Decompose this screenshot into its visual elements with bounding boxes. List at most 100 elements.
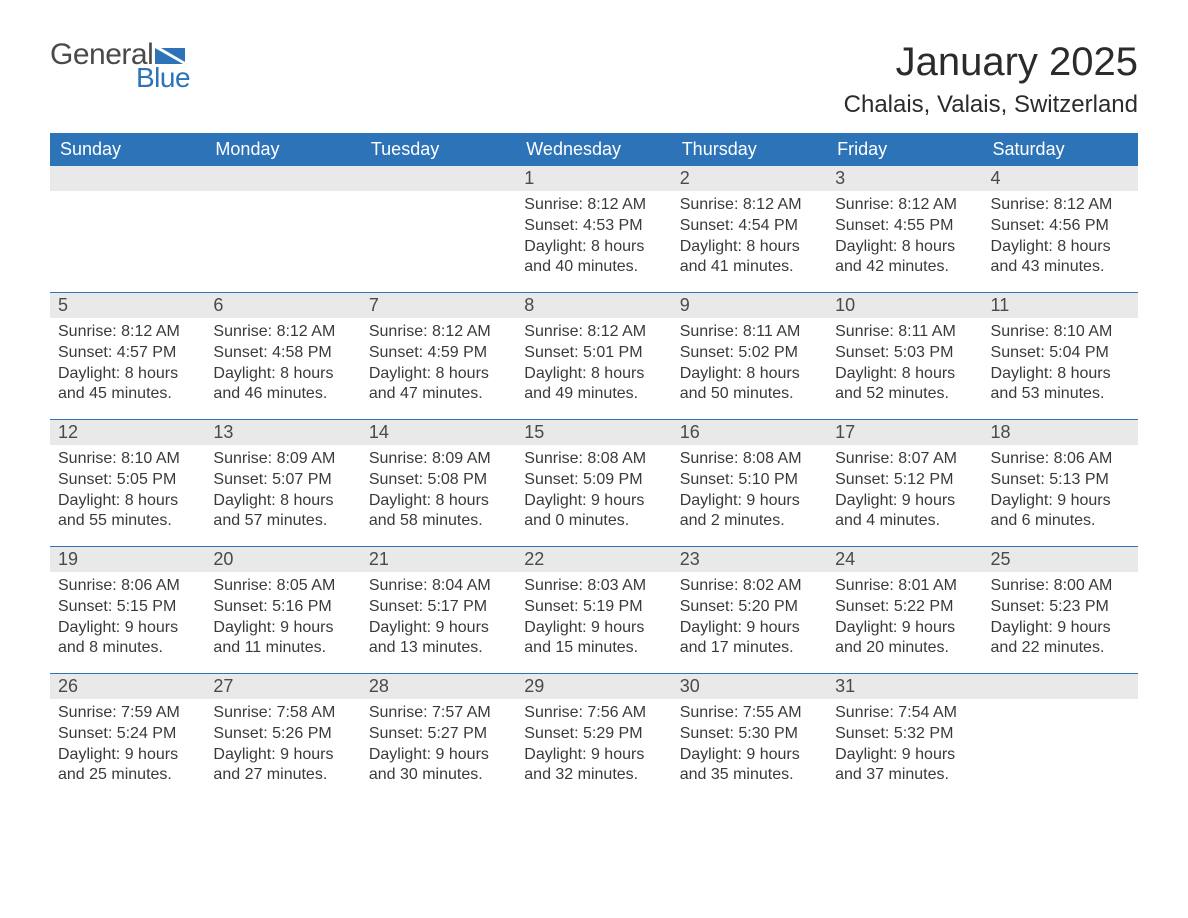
day-body: Sunrise: 8:11 AMSunset: 5:02 PMDaylight:… — [672, 318, 827, 413]
weeks-container: ...1Sunrise: 8:12 AMSunset: 4:53 PMDayli… — [50, 166, 1138, 800]
day-cell: 10 Sunrise: 8:11 AMSunset: 5:03 PMDayligh… — [827, 293, 982, 419]
daylight1-text: Daylight: 9 hours — [835, 491, 974, 512]
day-number-row: 12 — [50, 420, 205, 445]
daylight2-text: and 49 minutes. — [524, 384, 663, 405]
daylight1-text: Daylight: 8 hours — [369, 491, 508, 512]
day-body: Sunrise: 8:02 AMSunset: 5:20 PMDaylight:… — [672, 572, 827, 667]
daylight1-text: Daylight: 9 hours — [213, 618, 352, 639]
day-body: Sunrise: 8:11 AMSunset: 5:03 PMDaylight:… — [827, 318, 982, 413]
day-body: Sunrise: 8:09 AMSunset: 5:07 PMDaylight:… — [205, 445, 360, 540]
day-cell: 16Sunrise: 8:08 AMSunset: 5:10 PMDayligh… — [672, 420, 827, 546]
day-body: Sunrise: 7:56 AMSunset: 5:29 PMDaylight:… — [516, 699, 671, 794]
daylight2-text: and 55 minutes. — [58, 511, 197, 532]
daylight2-text: and 45 minutes. — [58, 384, 197, 405]
week-row: 26Sunrise: 7:59 AMSunset: 5:24 PMDayligh… — [50, 673, 1138, 800]
calendar: SundayMondayTuesdayWednesdayThursdayFrid… — [50, 133, 1138, 800]
sunrise-text: Sunrise: 8:09 AM — [369, 449, 508, 470]
daylight2-text: and 41 minutes. — [680, 257, 819, 278]
sunset-text: Sunset: 5:08 PM — [369, 470, 508, 491]
day-number: 9 — [680, 295, 690, 315]
sunrise-text: Sunrise: 8:12 AM — [58, 322, 197, 343]
day-number: 7 — [369, 295, 379, 315]
day-number-row: 5 — [50, 293, 205, 318]
day-cell: 2 Sunrise: 8:12 AMSunset: 4:54 PMDaylight… — [672, 166, 827, 292]
sunrise-text: Sunrise: 8:03 AM — [524, 576, 663, 597]
day-number: 2 — [680, 168, 690, 188]
sunset-text: Sunset: 5:26 PM — [213, 724, 352, 745]
day-number-row: 31 — [827, 674, 982, 699]
day-number-row: . — [983, 674, 1138, 699]
sunset-text: Sunset: 5:01 PM — [524, 343, 663, 364]
daylight1-text: Daylight: 8 hours — [680, 237, 819, 258]
sunrise-text: Sunrise: 8:12 AM — [369, 322, 508, 343]
sunset-text: Sunset: 5:03 PM — [835, 343, 974, 364]
daylight2-text: and 35 minutes. — [680, 765, 819, 786]
sunset-text: Sunset: 5:29 PM — [524, 724, 663, 745]
day-number-row: 25 — [983, 547, 1138, 572]
day-number: 8 — [524, 295, 534, 315]
daylight1-text: Daylight: 8 hours — [524, 237, 663, 258]
day-number-row: 26 — [50, 674, 205, 699]
day-number-row: 24 — [827, 547, 982, 572]
day-body: Sunrise: 7:59 AMSunset: 5:24 PMDaylight:… — [50, 699, 205, 794]
daylight1-text: Daylight: 9 hours — [680, 491, 819, 512]
sunrise-text: Sunrise: 8:12 AM — [835, 195, 974, 216]
daylight2-text: and 42 minutes. — [835, 257, 974, 278]
daylight1-text: Daylight: 8 hours — [524, 364, 663, 385]
daylight1-text: Daylight: 8 hours — [680, 364, 819, 385]
day-body: Sunrise: 8:12 AMSunset: 5:01 PMDaylight:… — [516, 318, 671, 413]
daylight2-text: and 57 minutes. — [213, 511, 352, 532]
day-number-row: 17 — [827, 420, 982, 445]
daylight2-text: and 15 minutes. — [524, 638, 663, 659]
day-cell: 27Sunrise: 7:58 AMSunset: 5:26 PMDayligh… — [205, 674, 360, 800]
day-cell: . — [50, 166, 205, 292]
sunrise-text: Sunrise: 8:10 AM — [58, 449, 197, 470]
day-number-row: 19 — [50, 547, 205, 572]
daylight2-text: and 58 minutes. — [369, 511, 508, 532]
day-cell: 14Sunrise: 8:09 AMSunset: 5:08 PMDayligh… — [361, 420, 516, 546]
sunrise-text: Sunrise: 8:12 AM — [991, 195, 1130, 216]
daylight1-text: Daylight: 9 hours — [524, 618, 663, 639]
day-body: Sunrise: 8:04 AMSunset: 5:17 PMDaylight:… — [361, 572, 516, 667]
day-number-row: 20 — [205, 547, 360, 572]
day-number: 11 — [991, 295, 1010, 315]
sunset-text: Sunset: 5:07 PM — [213, 470, 352, 491]
day-number-row: 29 — [516, 674, 671, 699]
day-body: Sunrise: 8:12 AMSunset: 4:54 PMDaylight:… — [672, 191, 827, 286]
logo: General Blue — [50, 40, 190, 92]
sunset-text: Sunset: 5:02 PM — [680, 343, 819, 364]
day-number: 22 — [524, 549, 544, 569]
day-body: Sunrise: 8:06 AMSunset: 5:13 PMDaylight:… — [983, 445, 1138, 540]
day-number-row: 4 — [983, 166, 1138, 191]
daylight1-text: Daylight: 9 hours — [680, 618, 819, 639]
daylight2-text: and 40 minutes. — [524, 257, 663, 278]
day-body: Sunrise: 8:10 AMSunset: 5:04 PMDaylight:… — [983, 318, 1138, 413]
title-block: January 2025 Chalais, Valais, Switzerlan… — [844, 40, 1138, 119]
sunrise-text: Sunrise: 8:12 AM — [213, 322, 352, 343]
day-body: Sunrise: 8:07 AMSunset: 5:12 PMDaylight:… — [827, 445, 982, 540]
day-body: Sunrise: 8:12 AMSunset: 4:55 PMDaylight:… — [827, 191, 982, 286]
daylight2-text: and 27 minutes. — [213, 765, 352, 786]
day-number-row: 8 — [516, 293, 671, 318]
week-row: 5Sunrise: 8:12 AMSunset: 4:57 PMDaylight… — [50, 292, 1138, 419]
day-cell: 3Sunrise: 8:12 AMSunset: 4:55 PMDaylight… — [827, 166, 982, 292]
daylight1-text: Daylight: 9 hours — [680, 745, 819, 766]
sunset-text: Sunset: 5:19 PM — [524, 597, 663, 618]
day-body: Sunrise: 8:08 AMSunset: 5:10 PMDaylight:… — [672, 445, 827, 540]
week-row: 19Sunrise: 8:06 AMSunset: 5:15 PMDayligh… — [50, 546, 1138, 673]
day-number-row: 3 — [827, 166, 982, 191]
day-number-row: 10 — [827, 293, 982, 318]
day-number: 18 — [991, 422, 1011, 442]
day-body: Sunrise: 8:08 AMSunset: 5:09 PMDaylight:… — [516, 445, 671, 540]
sunset-text: Sunset: 4:53 PM — [524, 216, 663, 237]
daylight2-text: and 52 minutes. — [835, 384, 974, 405]
day-cell: 12Sunrise: 8:10 AMSunset: 5:05 PMDayligh… — [50, 420, 205, 546]
day-cell: . — [983, 674, 1138, 800]
sunrise-text: Sunrise: 8:06 AM — [991, 449, 1130, 470]
week-row: ...1Sunrise: 8:12 AMSunset: 4:53 PMDayli… — [50, 166, 1138, 292]
day-cell: 19Sunrise: 8:06 AMSunset: 5:15 PMDayligh… — [50, 547, 205, 673]
day-number: 10 — [835, 295, 855, 315]
sunset-text: Sunset: 5:04 PM — [991, 343, 1130, 364]
day-number: 6 — [213, 295, 223, 315]
daylight1-text: Daylight: 9 hours — [213, 745, 352, 766]
